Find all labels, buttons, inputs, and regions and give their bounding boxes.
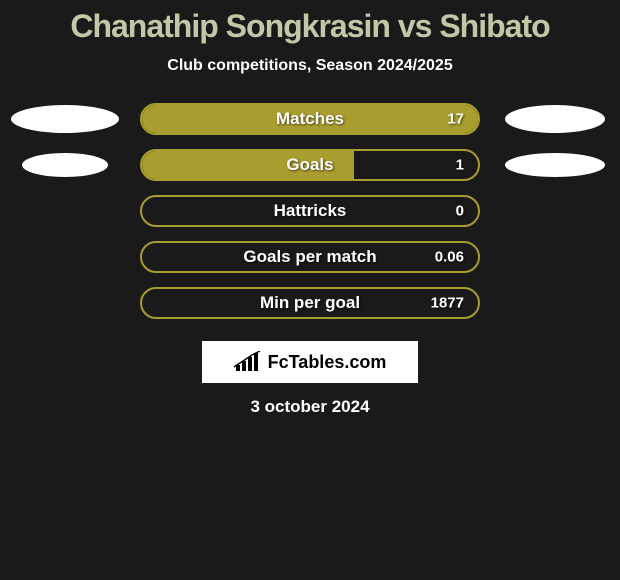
logo-text: FcTables.com — [268, 352, 387, 373]
player-right-ellipse — [505, 153, 605, 177]
comparison-card: Chanathip Songkrasin vs Shibato Club com… — [0, 0, 620, 417]
stat-rows: Matches 17 Goals 1 Hattricks 0 Goals per match… — [0, 103, 620, 319]
stat-row: Goals per match 0.06 — [0, 241, 620, 273]
stat-bar: Goals per match 0.06 — [140, 241, 480, 273]
stat-row: Min per goal 1877 — [0, 287, 620, 319]
stat-value: 0.06 — [435, 249, 464, 266]
stat-row: Hattricks 0 — [0, 195, 620, 227]
date-text: 3 october 2024 — [0, 397, 620, 417]
bars-icon — [234, 351, 262, 373]
stat-value: 1877 — [431, 295, 464, 312]
left-ellipse-slot — [10, 105, 120, 133]
stat-label: Matches — [276, 109, 344, 129]
stat-value: 17 — [447, 111, 464, 128]
stat-label: Min per goal — [260, 293, 360, 313]
page-title: Chanathip Songkrasin vs Shibato — [0, 8, 620, 45]
stat-value: 0 — [456, 203, 464, 220]
stat-label: Goals per match — [243, 247, 376, 267]
player-left-ellipse — [11, 105, 119, 133]
stat-bar: Min per goal 1877 — [140, 287, 480, 319]
stat-bar: Hattricks 0 — [140, 195, 480, 227]
stat-bar: Goals 1 — [140, 149, 480, 181]
stat-label: Goals — [286, 155, 333, 175]
player-right-ellipse — [505, 105, 605, 133]
subtitle: Club competitions, Season 2024/2025 — [0, 57, 620, 75]
stat-bar: Matches 17 — [140, 103, 480, 135]
logo-box[interactable]: FcTables.com — [202, 341, 418, 383]
stat-value: 1 — [456, 157, 464, 174]
stat-label: Hattricks — [274, 201, 347, 221]
stat-row: Goals 1 — [0, 149, 620, 181]
stat-row: Matches 17 — [0, 103, 620, 135]
left-ellipse-slot — [10, 153, 120, 177]
player-left-ellipse — [22, 153, 108, 177]
right-ellipse-slot — [500, 153, 610, 177]
right-ellipse-slot — [500, 105, 610, 133]
